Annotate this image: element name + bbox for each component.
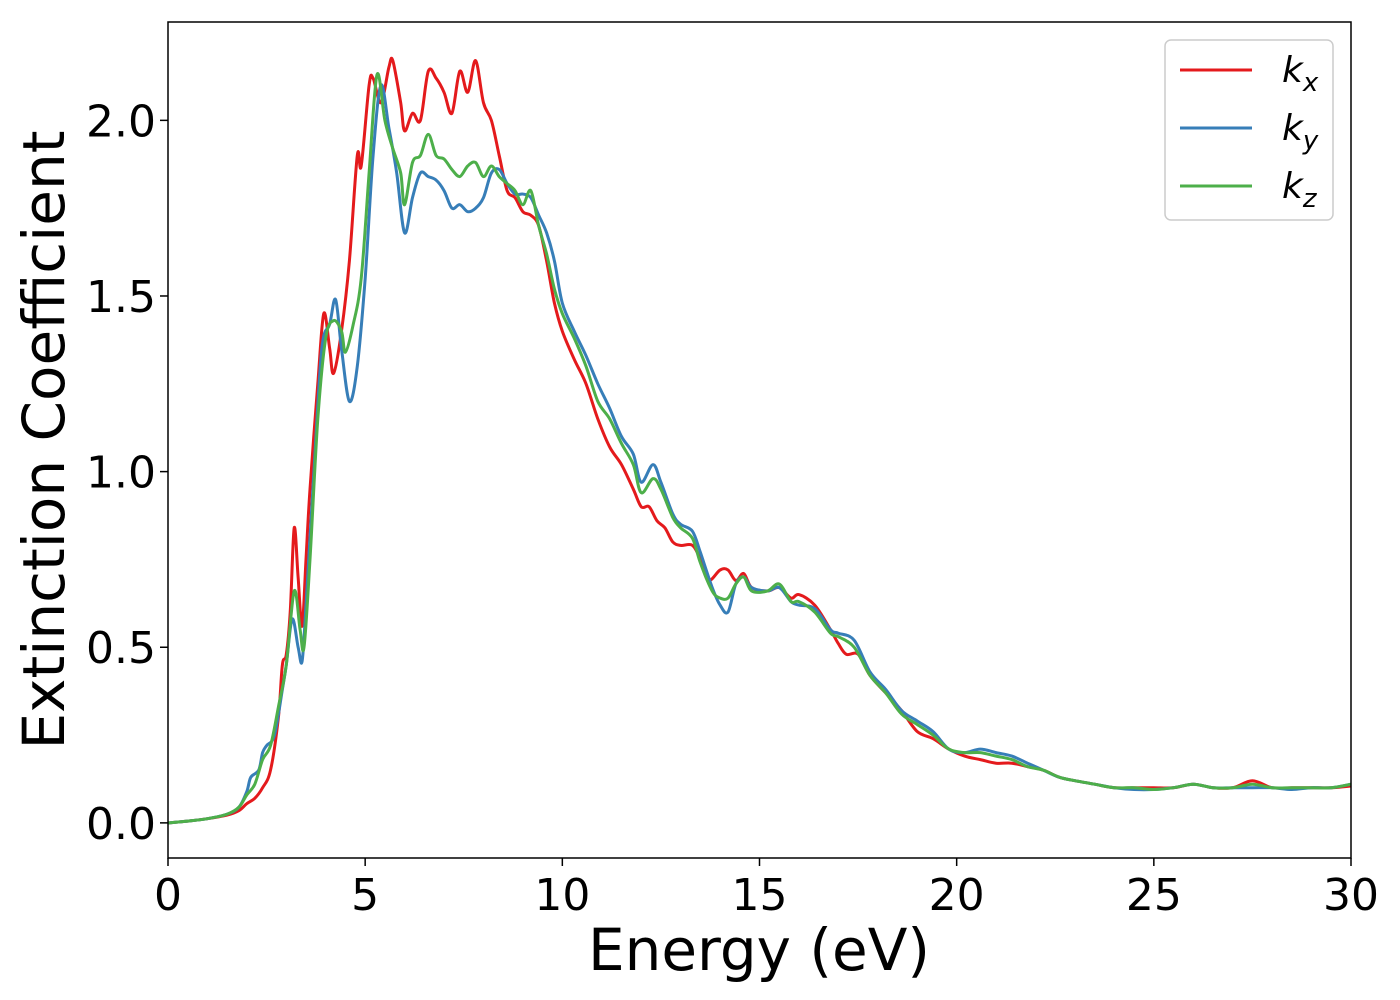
series-line-kx	[168, 56, 1351, 825]
y-tick-label: 1.0	[86, 448, 156, 499]
x-tick-label: 20	[929, 870, 985, 921]
y-tick-label: 0.5	[86, 623, 156, 674]
legend: kx ky kz	[1164, 39, 1334, 221]
legend-label-kx: kx	[1282, 50, 1319, 98]
x-tick-label: 10	[534, 870, 590, 921]
x-axis-title: Energy (eV)	[588, 916, 930, 984]
x-tick-label: 5	[351, 870, 379, 921]
x-axis-ticks: 0 5 10 15 20 25 30	[154, 858, 1379, 921]
x-tick-label: 0	[154, 870, 182, 921]
y-tick-label: 0.0	[86, 799, 156, 850]
x-tick-label: 15	[732, 870, 788, 921]
series-line-kz	[168, 72, 1351, 825]
series-layer	[168, 56, 1351, 825]
y-axis-title: Extinction Coefficient	[10, 131, 78, 750]
legend-label-kz: kz	[1282, 166, 1318, 214]
x-tick-label: 25	[1126, 870, 1182, 921]
y-axis-ticks: 0.0 0.5 1.0 1.5 2.0	[86, 96, 168, 850]
legend-box	[1164, 39, 1334, 221]
y-tick-label: 2.0	[86, 96, 156, 147]
y-tick-label: 1.5	[86, 272, 156, 323]
legend-label-ky: ky	[1282, 108, 1319, 156]
x-tick-label: 30	[1323, 870, 1379, 921]
